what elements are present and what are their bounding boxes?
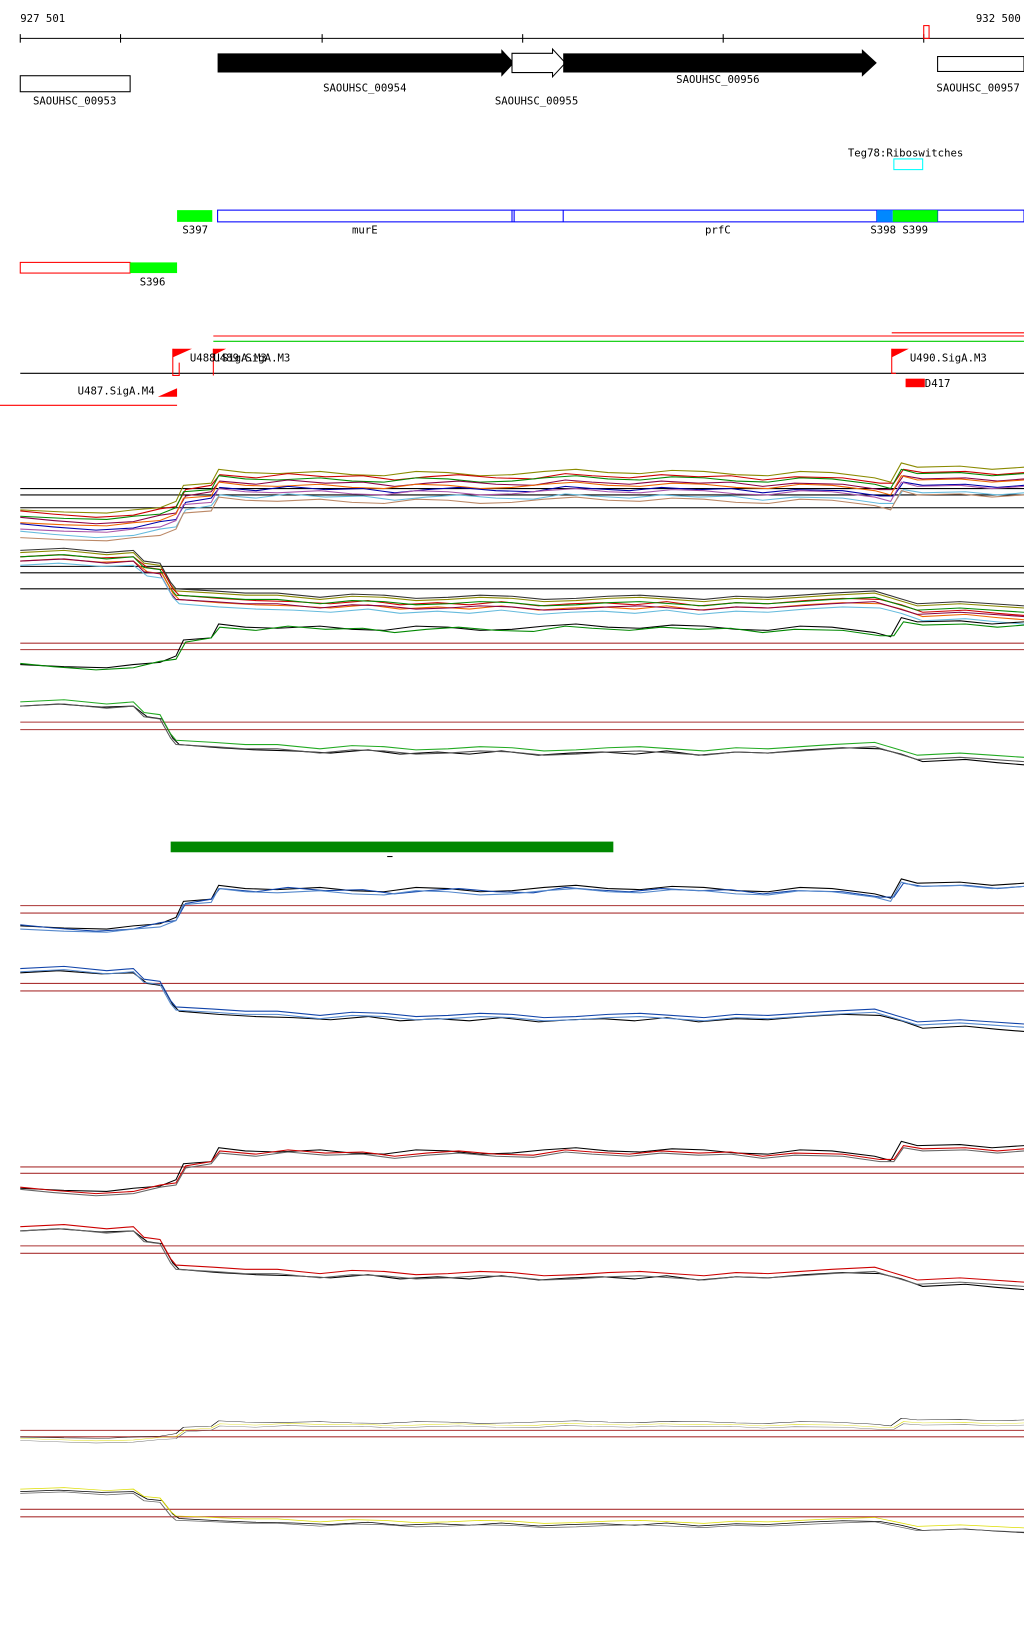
riboswitch-label: Teg78:Riboswitches <box>848 147 963 160</box>
gene <box>217 49 515 77</box>
feature-label: S399 <box>902 223 928 236</box>
ruler-end: 932 500 <box>976 12 1021 25</box>
region-bar <box>170 841 614 853</box>
gene-label: SAOUHSC_00957 <box>936 82 1019 95</box>
feature <box>217 209 1024 223</box>
promoter-label: U488.SigA.M3 <box>190 351 267 364</box>
feature <box>892 210 938 222</box>
gene <box>511 47 567 79</box>
blue-traces <box>19 878 1024 1033</box>
red-traces <box>19 1140 1024 1291</box>
ruler <box>19 34 1024 43</box>
gene-label: SAOUHSC_00954 <box>323 82 406 95</box>
feature <box>876 210 893 222</box>
promoter-label: U487.SigA.M4 <box>78 384 155 397</box>
gene <box>19 75 131 93</box>
terminator <box>905 378 925 388</box>
promoter-label: U489.SigA.M3 <box>213 351 290 364</box>
feature <box>177 210 213 222</box>
feature-label: prfC <box>705 223 731 236</box>
yellow-traces <box>19 1417 1024 1534</box>
expression-block <box>19 462 1024 542</box>
feature-label: S396 <box>140 276 166 289</box>
promoter-label: U490.SigA.M3 <box>910 351 987 364</box>
gene-label: SAOUHSC_00956 <box>676 73 759 86</box>
feature <box>19 261 131 274</box>
gene <box>937 56 1024 72</box>
gene <box>563 49 877 77</box>
feature-label: S398 <box>870 223 896 236</box>
terminator-label: D417 <box>925 377 951 390</box>
expression-block <box>19 547 1024 625</box>
feature-label: murE <box>352 223 378 236</box>
gene-label: SAOUHSC_00955 <box>495 94 578 107</box>
marker <box>923 25 930 39</box>
green-traces <box>19 617 1024 766</box>
promoter-track <box>0 332 1024 406</box>
riboswitch <box>893 158 924 171</box>
feature-label: S397 <box>182 223 208 236</box>
feature <box>130 262 178 274</box>
gene-label: SAOUHSC_00953 <box>33 94 116 107</box>
ruler-start: 927 501 <box>20 12 65 25</box>
